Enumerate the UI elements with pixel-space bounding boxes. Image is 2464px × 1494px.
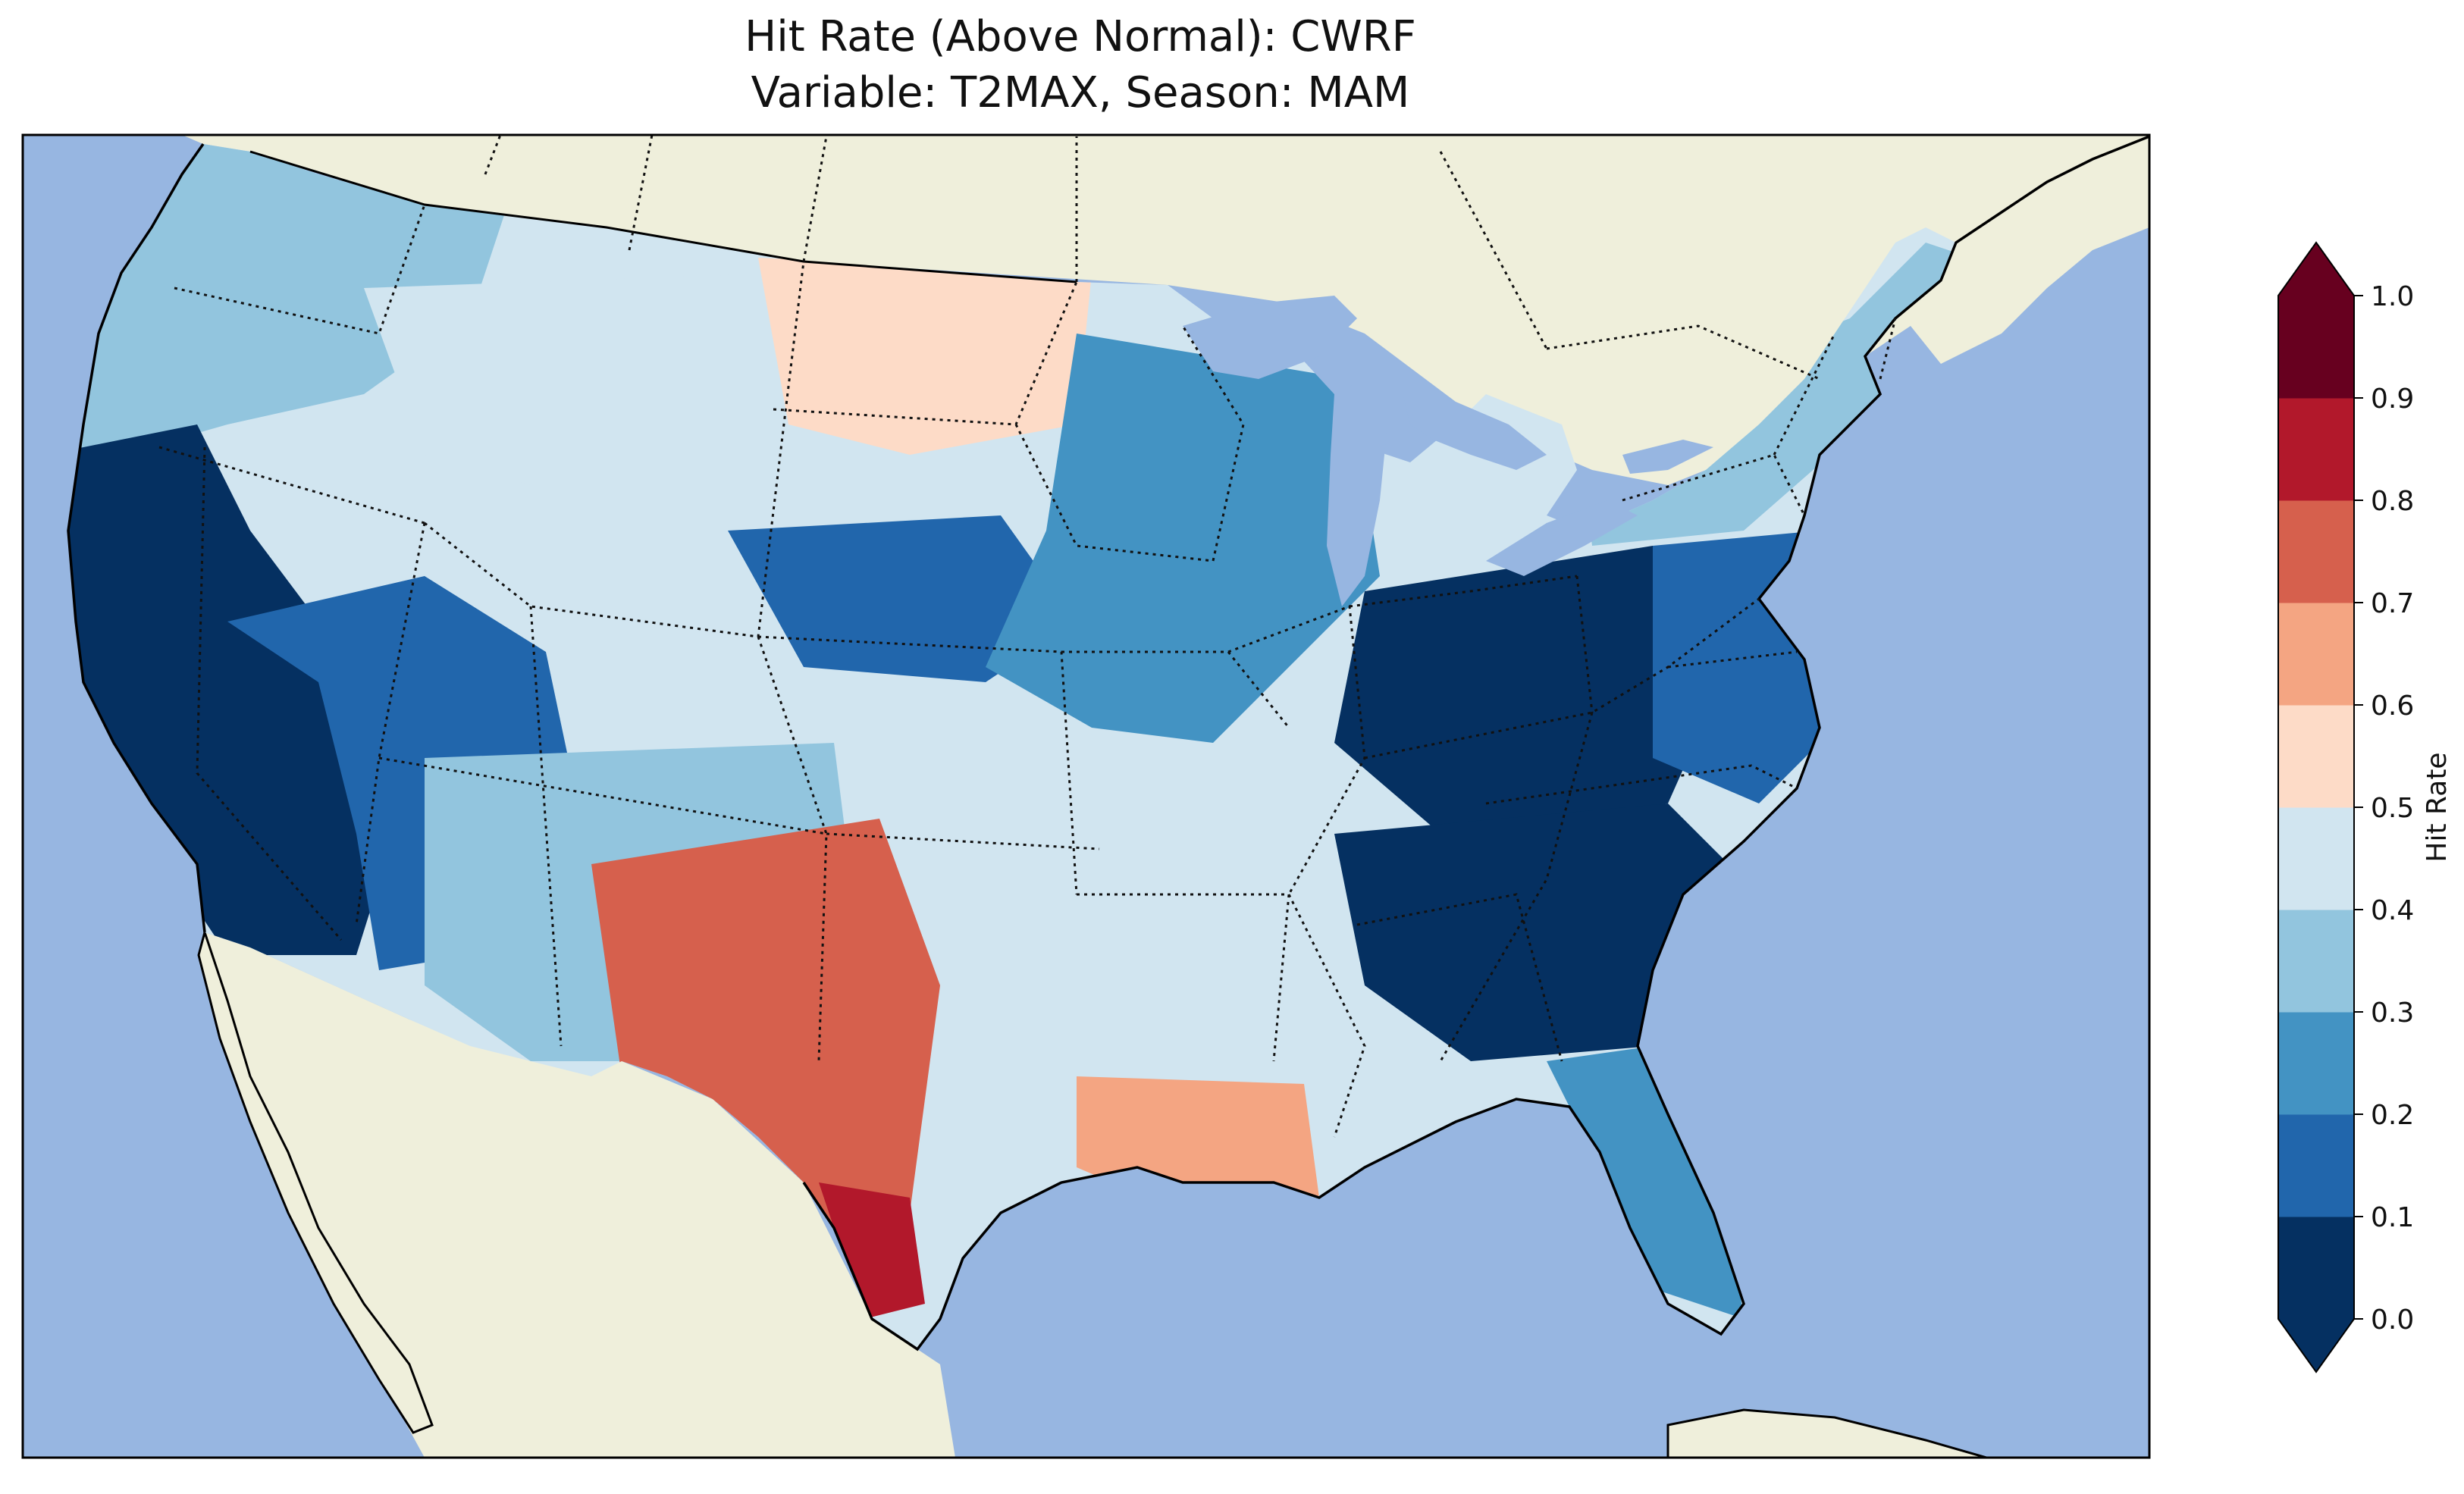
chart-title-line-2: Variable: T2MAX, Season: MAM xyxy=(751,68,1410,117)
colorbar-segment xyxy=(2278,910,2354,1013)
colorbar-segment xyxy=(2278,398,2354,501)
heatmap-region xyxy=(68,424,394,955)
colorbar: 0.0 0.1 0.2 0.3 0.4 0.5 0.6 0.7 0.8 0.9 1.0 Hit Ra… xyxy=(2277,241,2453,1373)
colorbar-tick-label: 0.0 xyxy=(2371,1305,2414,1336)
heatmap-region xyxy=(728,515,1077,682)
hit-rate-heatmap xyxy=(68,144,1956,1349)
colorbar-segment xyxy=(2278,296,2354,399)
colorbar-segment xyxy=(2278,705,2354,808)
chart-title-line-1: Hit Rate (Above Normal): CWRF xyxy=(745,12,1416,61)
colorbar-tick-label: 0.5 xyxy=(2371,793,2414,824)
baja-peninsula xyxy=(197,928,434,1434)
state-boundaries xyxy=(158,135,1897,1138)
colorbar-extend-min xyxy=(2278,1319,2354,1372)
coastline xyxy=(67,135,2149,1351)
colorbar-label: Hit Rate xyxy=(2422,752,2453,862)
heatmap-region xyxy=(1334,803,1744,1061)
mexico-landmass xyxy=(205,932,955,1458)
us-canada-border xyxy=(249,150,1077,283)
heatmap-region xyxy=(1334,546,1729,834)
colorbar-segment xyxy=(2278,1012,2354,1115)
colorbar-segment xyxy=(2278,807,2354,910)
great-lakes xyxy=(1183,296,1713,606)
heatmap-region xyxy=(758,258,1092,455)
colorbar-tick-label: 0.4 xyxy=(2371,895,2414,926)
map-frame xyxy=(21,133,2151,1459)
colorbar-segment xyxy=(2278,500,2354,603)
heatmap-region xyxy=(986,334,1380,743)
cuba-island xyxy=(1666,1408,1987,1458)
colorbar-extend-max xyxy=(2278,243,2354,296)
colorbar-tick-label: 0.1 xyxy=(2371,1202,2414,1233)
colorbar-tick-label: 0.2 xyxy=(2371,1100,2414,1131)
heatmap-region xyxy=(364,273,804,485)
colorbar-tick-label: 0.9 xyxy=(2371,384,2414,415)
colorbar-tick-label: 0.6 xyxy=(2371,691,2414,722)
colorbar-segment xyxy=(2278,603,2354,706)
heatmap-region xyxy=(1547,1046,1744,1319)
colorbar-tick-label: 1.0 xyxy=(2371,281,2414,312)
heatmap-region xyxy=(819,1182,925,1319)
colorbar-tick-label: 0.7 xyxy=(2371,588,2414,619)
colorbar-tick-label: 0.3 xyxy=(2371,998,2414,1029)
heatmap-region xyxy=(591,819,940,1243)
colorbar-segment xyxy=(2278,1217,2354,1320)
colorbar-tick-label: 0.8 xyxy=(2371,486,2414,517)
colorbar-segment xyxy=(2278,1114,2354,1217)
